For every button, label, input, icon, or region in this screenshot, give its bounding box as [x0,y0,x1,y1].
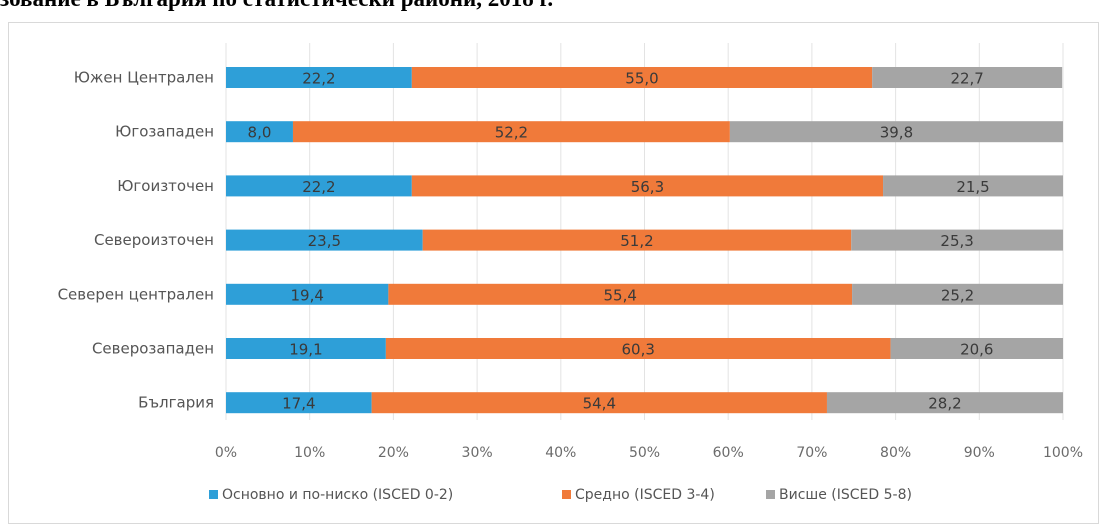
legend-swatch [766,490,775,499]
x-tick-label: 20% [378,445,409,461]
bar-segment [851,229,1063,251]
bar-segment [411,175,884,197]
bar-segment [890,338,1063,359]
category-label: Югоизточен [117,177,214,195]
data-label: 17,4 [282,395,315,413]
data-label: 21,5 [956,178,989,196]
x-tick-label: 30% [462,445,493,461]
category-label: България [138,394,214,412]
stacked-bar-chart: 0% 10% 20% 30% 40% 50% 60% 70% 80% 90% 100% Южен Це… [58,43,1083,503]
bar-segment [729,121,1063,143]
bar-segment [826,392,1063,414]
data-label: 56,3 [631,178,664,196]
data-label: 8,0 [248,124,272,142]
legend-swatch [209,490,218,499]
data-label: 28,2 [928,395,961,413]
x-tick-label: 70% [796,445,827,461]
bar-segment [226,229,423,251]
x-tick-label: 90% [964,445,995,461]
data-label: 55,4 [604,286,637,304]
bar-segment [226,67,412,88]
data-label: 23,5 [308,232,341,250]
x-tick-label: 40% [545,445,576,461]
x-tick-label: 60% [713,445,744,461]
legend-label: Средно (ISCED 3-4) [575,487,715,503]
data-label: 39,8 [880,124,913,142]
data-label: 52,2 [495,124,528,142]
bar-segment [226,175,412,197]
bar-segment [385,338,891,359]
category-label: Североизточен [94,231,214,249]
data-label: 22,2 [302,70,335,88]
page-heading: зование в България по статистически райо… [0,0,1101,12]
bar-segment [226,121,293,143]
bar-segment [226,338,386,359]
data-label: 22,2 [302,178,335,196]
bar-segment [422,229,852,251]
data-label: 20,6 [960,341,993,359]
category-label: Северозападен [92,340,214,358]
category-label: Югозападен [115,123,214,141]
x-tick-label: 100% [1043,445,1083,461]
bar-segment [371,392,827,414]
bar-segment [388,283,853,305]
data-label: 25,2 [941,286,974,304]
data-label: 25,3 [940,232,973,250]
category-label: Северен централен [58,285,214,303]
data-label: 55,0 [625,70,658,88]
data-label: 19,1 [289,341,322,359]
data-label: 60,3 [622,341,655,359]
legend-label: Основно и по-ниско (ISCED 0-2) [222,487,453,503]
data-label: 19,4 [290,286,323,304]
bar-segment [226,392,372,414]
chart-area: 0% 10% 20% 30% 40% 50% 60% 70% 80% 90% 100% Южен Це… [8,22,1099,524]
x-tick-label: 80% [880,445,911,461]
bar-segment [411,67,873,88]
x-tick-label: 0% [215,445,237,461]
bar-segment [226,283,389,305]
data-label: 51,2 [620,232,653,250]
bar-segment [292,121,730,143]
x-tick-label: 50% [629,445,660,461]
bar-segment [852,283,1063,305]
legend-swatch [562,490,571,499]
data-label: 54,4 [583,395,616,413]
bar-segment [883,175,1063,197]
category-label: Южен Централен [74,69,214,87]
x-tick-label: 10% [294,445,325,461]
legend-label: Висше (ISCED 5-8) [779,487,912,503]
bar-segment [872,67,1063,88]
data-label: 22,7 [950,70,983,88]
